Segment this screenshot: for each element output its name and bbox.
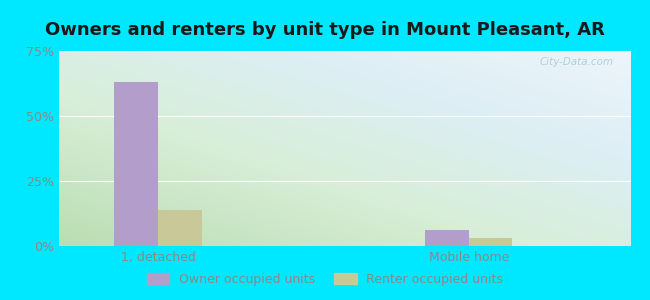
Bar	[158, 210, 202, 246]
Text: City-Data.com: City-Data.com	[540, 57, 614, 67]
Bar	[425, 230, 469, 246]
Legend: Owner occupied units, Renter occupied units: Owner occupied units, Renter occupied un…	[142, 268, 508, 291]
Bar	[114, 82, 158, 246]
Text: Owners and renters by unit type in Mount Pleasant, AR: Owners and renters by unit type in Mount…	[45, 21, 605, 39]
Bar	[469, 238, 512, 246]
